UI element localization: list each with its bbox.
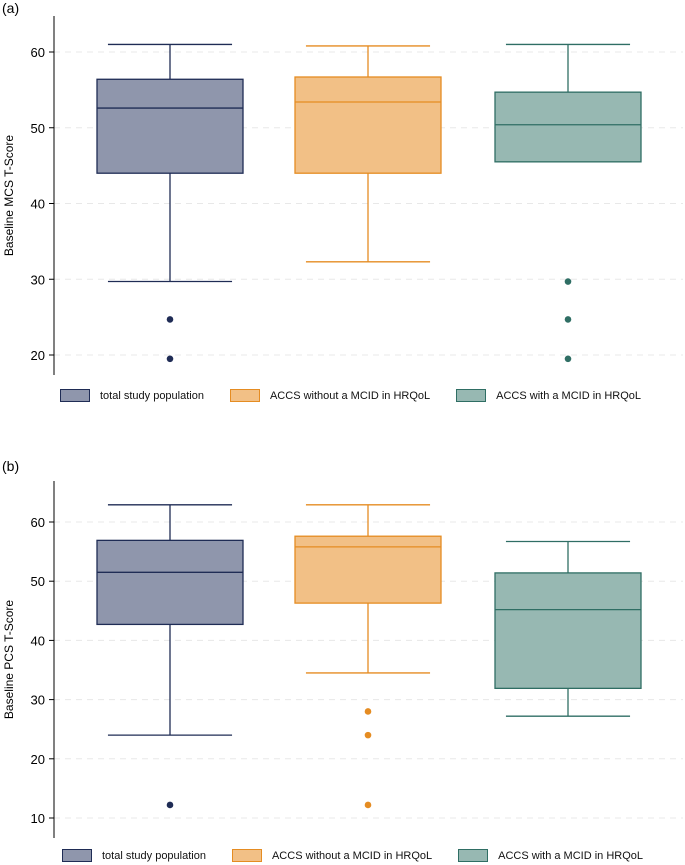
y-tick-label: 60 (31, 515, 45, 530)
legend-swatch (60, 389, 90, 402)
legend-label: total study population (100, 389, 204, 402)
y-tick-label: 30 (31, 272, 45, 287)
y-tick-label: 50 (31, 574, 45, 589)
box-with (494, 572, 642, 690)
y-tick-label: 30 (31, 693, 45, 708)
y-axis-label: Baseline PCS T-Score (2, 600, 16, 719)
box-total (96, 539, 244, 626)
box-total (96, 78, 244, 174)
box-with (494, 91, 642, 163)
outlier-point (564, 278, 572, 285)
legend-item-total: total study population (62, 849, 206, 862)
panel-label-a: (a) (2, 0, 20, 16)
legend-swatch (456, 389, 487, 402)
legend-label: ACCS with a MCID in HRQoL (496, 389, 642, 402)
outlier-point (364, 731, 372, 739)
outlier-point (364, 708, 372, 715)
outlier-point (166, 316, 174, 323)
panel-label-b: (b) (2, 458, 20, 474)
y-tick-label: 60 (31, 45, 45, 60)
y-tick-label: 40 (31, 633, 45, 648)
outlier-point (364, 801, 372, 809)
legend-swatch (458, 849, 489, 862)
y-tick-label: 40 (31, 197, 45, 212)
legend-item-total: total study population (60, 389, 204, 402)
legend-swatch (229, 389, 260, 402)
y-tick-label: 10 (31, 811, 45, 826)
outlier-point (564, 316, 572, 323)
legend-a: total study population ACCS without a MCI… (60, 389, 667, 402)
legend-item-without: ACCS without a MCID in HRQoL (229, 389, 431, 402)
legend-label: ACCS with a MCID in HRQoL (498, 849, 644, 862)
outlier-point (166, 801, 174, 809)
legend-swatch (62, 849, 92, 862)
outlier-point (564, 355, 572, 363)
legend-swatch (231, 849, 262, 862)
legend-label: ACCS without a MCID in HRQoL (271, 849, 433, 862)
y-tick-label: 50 (31, 121, 45, 136)
legend-item-without: ACCS without a MCID in HRQoL (231, 849, 433, 862)
outlier-point (166, 355, 174, 363)
y-axis-label: Baseline MCS T-Score (2, 135, 16, 256)
box-without (294, 76, 442, 174)
legend-item-with: ACCS with a MCID in HRQoL (456, 389, 641, 402)
y-tick-label: 20 (31, 752, 45, 767)
legend-label: ACCS without a MCID in HRQoL (269, 389, 431, 402)
legend-item-with: ACCS with a MCID in HRQoL (458, 849, 643, 862)
y-tick-label: 20 (31, 348, 45, 363)
legend-label: total study population (102, 849, 206, 862)
legend-b: total study population ACCS without a MCI… (62, 849, 669, 862)
